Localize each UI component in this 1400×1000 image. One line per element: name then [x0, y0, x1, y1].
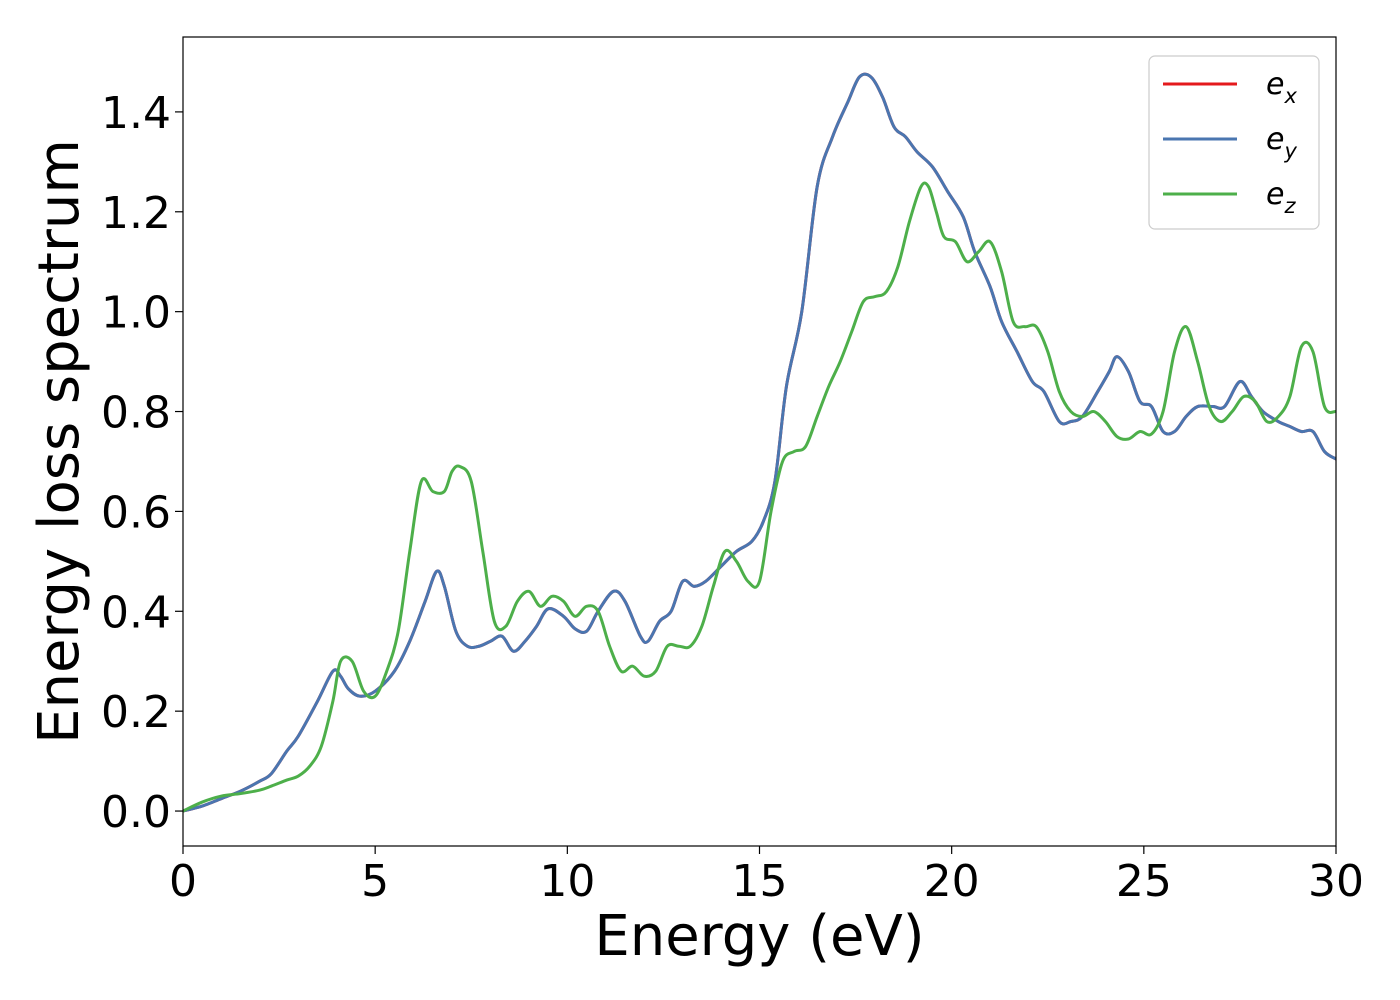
legend-box	[1148, 55, 1320, 230]
x-tick-label: 0	[169, 856, 197, 907]
x-tick-label: 20	[924, 856, 980, 907]
legend-label-subscript: y	[1283, 139, 1297, 163]
y-axis-label: Energy loss spectrum	[27, 139, 92, 744]
legend-label-subscript: z	[1283, 194, 1296, 218]
legend-label-e_z: ez	[1266, 177, 1296, 218]
y-tick-label: 0.8	[101, 388, 171, 439]
legend-label-subscript: x	[1283, 84, 1297, 108]
series-line-e_z	[183, 181, 1336, 813]
legend-label-e_x: ex	[1266, 67, 1297, 108]
legend-label-e_y: ey	[1266, 122, 1297, 163]
y-tick-label: 0.6	[101, 487, 171, 538]
x-axis-label: Energy (eV)	[594, 904, 924, 969]
y-tick-label: 0.0	[101, 787, 171, 838]
x-tick-label: 15	[732, 856, 788, 907]
y-axis-ticks: 0.0 0.2 0.4 0.6 0.8 1.0 1.2 1.4	[101, 88, 183, 838]
series-lines	[183, 72, 1336, 813]
y-tick-label: 0.2	[101, 687, 171, 738]
x-tick-label: 10	[539, 856, 595, 907]
x-tick-label: 30	[1308, 856, 1364, 907]
series-line-e_y	[183, 72, 1336, 813]
y-tick-label: 1.2	[101, 188, 171, 239]
y-tick-label: 1.4	[101, 88, 171, 139]
y-tick-label: 1.0	[101, 288, 171, 339]
y-tick-label: 0.4	[101, 587, 171, 638]
x-axis-ticks: 0 5 10 15 20 25 30	[169, 846, 1364, 907]
x-tick-label: 5	[361, 856, 389, 907]
legend-label-base: e	[1266, 67, 1284, 102]
legend-label-base: e	[1266, 177, 1284, 212]
legend-label-base: e	[1266, 122, 1284, 157]
x-tick-label: 25	[1116, 856, 1172, 907]
